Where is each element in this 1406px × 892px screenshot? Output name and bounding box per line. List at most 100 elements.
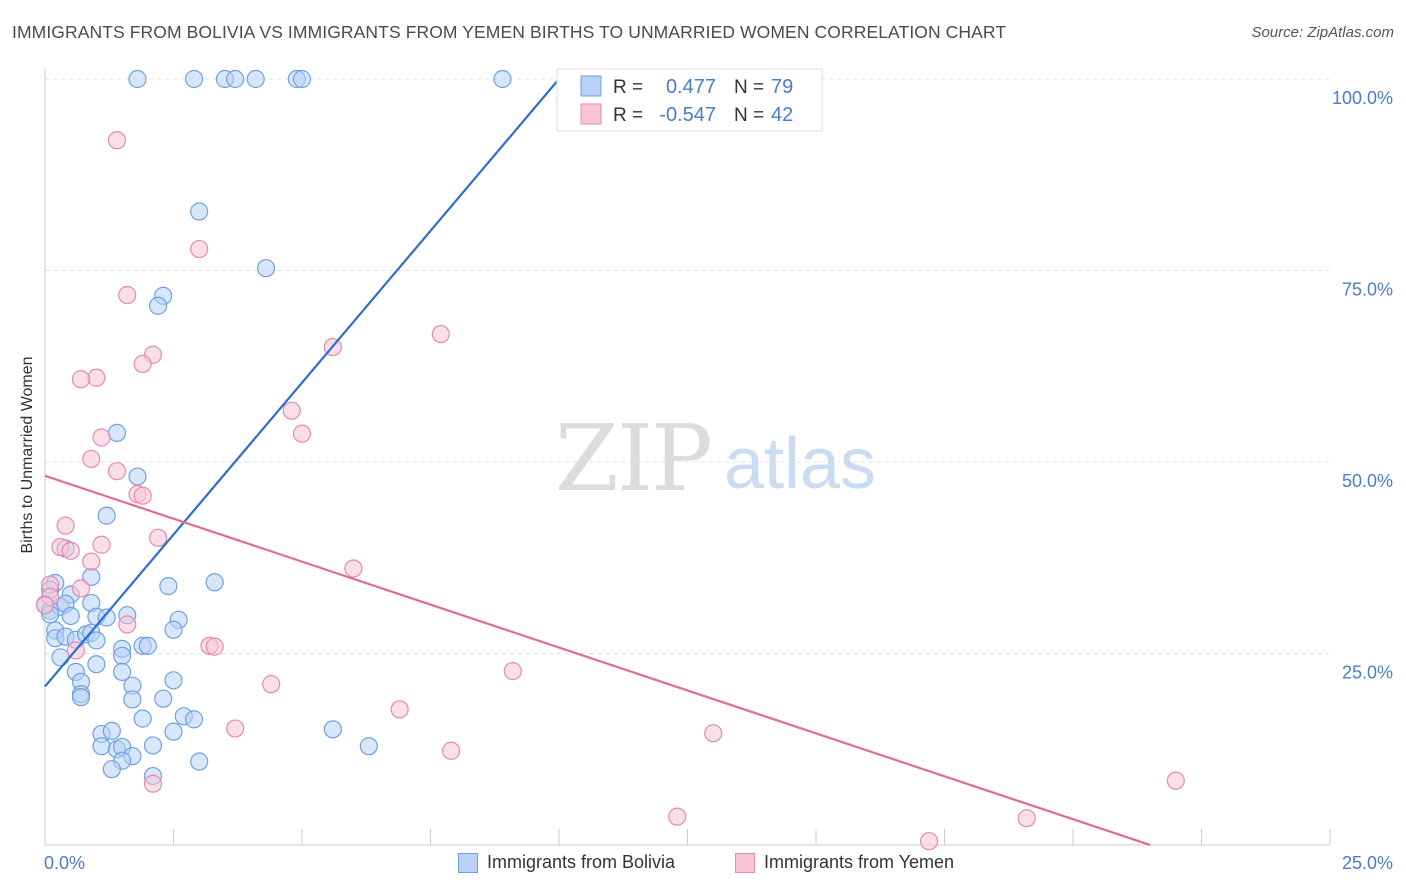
point-bolivia	[97, 506, 116, 525]
point-bolivia	[61, 606, 80, 626]
point-bolivia	[128, 69, 147, 89]
point-yemen	[56, 516, 75, 535]
y-tick-label: 100.0%	[1332, 88, 1393, 108]
point-yemen	[133, 486, 152, 505]
point-bolivia	[128, 467, 147, 486]
point-bolivia	[138, 636, 157, 655]
points-layer	[35, 69, 1185, 851]
point-bolivia	[292, 69, 312, 89]
legend-n-value-blue: 79	[771, 76, 793, 98]
point-yemen	[118, 615, 137, 634]
point-bolivia	[164, 620, 183, 639]
point-yemen	[431, 324, 450, 344]
legend-item-bolivia: Immigrants from Bolivia	[458, 852, 675, 873]
watermark-zip: ZIP	[555, 405, 711, 512]
point-bolivia	[97, 608, 116, 627]
point-bolivia	[102, 760, 121, 779]
legend-n-value-pink: 42	[771, 104, 793, 126]
point-bolivia	[133, 709, 152, 728]
point-bolivia	[112, 646, 132, 665]
y-tick-label: 50.0%	[1342, 471, 1393, 491]
point-bolivia	[205, 573, 224, 592]
watermark-atlas: atlas	[724, 424, 876, 504]
point-bolivia	[87, 655, 106, 674]
point-yemen	[390, 700, 409, 719]
tick-labels-layer: 25.0% 50.0% 75.0% 100.0% 0.0% 25.0%	[44, 88, 1393, 873]
point-bolivia	[226, 69, 245, 89]
point-bolivia	[190, 752, 209, 771]
point-bolivia	[323, 720, 342, 739]
point-bolivia	[92, 737, 111, 756]
point-yemen	[148, 528, 168, 547]
point-yemen	[82, 449, 101, 469]
point-yemen	[87, 368, 106, 387]
legend-r-label: R =	[613, 105, 643, 126]
point-yemen	[503, 662, 522, 681]
legend-r-value-pink: -0.547	[659, 104, 716, 126]
point-bolivia	[154, 689, 173, 708]
chart-source: Source: ZipAtlas.com	[1251, 24, 1394, 41]
trend-line-yemen	[44, 474, 1151, 847]
legend-swatch-pink	[735, 852, 755, 873]
point-yemen	[61, 541, 80, 560]
point-yemen	[1017, 809, 1036, 828]
legend-box: R = 0.477 N = 79 R = -0.547 N = 42	[556, 68, 823, 132]
point-bolivia	[87, 631, 106, 650]
point-bolivia	[143, 736, 163, 755]
point-yemen	[71, 579, 91, 598]
point-yemen	[82, 552, 101, 571]
point-bolivia	[359, 737, 378, 756]
point-bolivia	[184, 69, 204, 89]
legend-label-bolivia: Immigrants from Bolivia	[487, 852, 676, 872]
point-yemen	[1166, 771, 1185, 790]
point-bolivia	[164, 722, 183, 741]
point-yemen	[71, 370, 91, 389]
point-bolivia	[256, 259, 276, 278]
point-bolivia	[123, 690, 142, 709]
point-yemen	[262, 675, 281, 694]
legend-r-label: R =	[613, 77, 643, 98]
point-bolivia	[107, 423, 127, 442]
point-yemen	[344, 559, 363, 578]
point-bolivia	[102, 721, 121, 740]
watermark: ZIP atlas	[555, 405, 876, 512]
trend-lines-layer	[44, 78, 1151, 847]
point-bolivia	[493, 69, 512, 89]
point-yemen	[92, 535, 111, 554]
point-yemen	[133, 354, 152, 374]
legend-n-label: N =	[734, 77, 764, 98]
bottom-legend: Immigrants from Bolivia Immigrants from …	[0, 852, 1406, 878]
point-yemen	[292, 424, 312, 443]
point-yemen	[668, 807, 687, 826]
point-bolivia	[112, 662, 132, 681]
point-bolivia	[148, 296, 168, 315]
point-yemen	[92, 428, 111, 447]
point-yemen	[226, 719, 245, 738]
legend-r-value-blue: 0.477	[666, 76, 716, 98]
chart-title: IMMIGRANTS FROM BOLIVIA VS IMMIGRANTS FR…	[12, 22, 1007, 42]
axes-layer	[44, 68, 1331, 846]
point-yemen	[919, 832, 939, 851]
point-yemen	[704, 724, 723, 743]
point-yemen	[118, 285, 137, 305]
point-yemen	[205, 637, 224, 656]
point-yemen	[107, 462, 127, 481]
point-yemen	[35, 596, 55, 615]
legend-swatch-blue	[580, 75, 602, 97]
point-bolivia	[71, 688, 91, 707]
y-tick-label: 75.0%	[1342, 280, 1393, 300]
point-yemen	[143, 774, 163, 793]
y-axis-label: Births to Unmarried Women	[19, 356, 36, 554]
legend-item-yemen: Immigrants from Yemen	[735, 852, 954, 873]
point-bolivia	[159, 576, 178, 596]
point-yemen	[282, 401, 301, 420]
point-yemen	[190, 239, 209, 259]
point-yemen	[107, 131, 127, 150]
legend-swatch-blue	[458, 852, 478, 873]
legend-label-yemen: Immigrants from Yemen	[764, 852, 955, 872]
point-yemen	[441, 741, 461, 760]
x-tick-label: 0.0%	[44, 853, 85, 873]
point-bolivia	[246, 69, 265, 89]
point-bolivia	[51, 648, 70, 667]
